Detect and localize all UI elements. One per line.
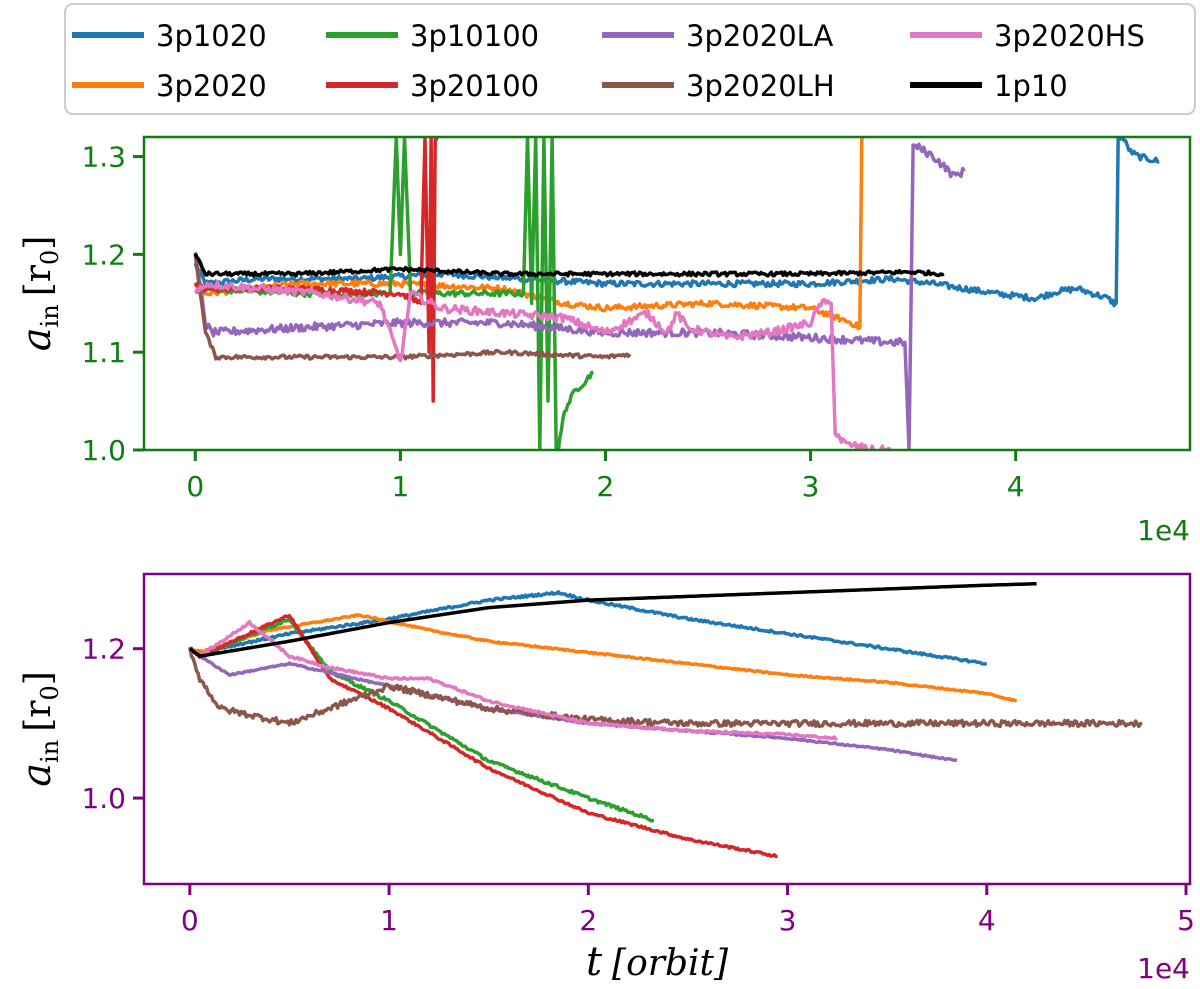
- x-axis-label: t [orbit]: [586, 939, 729, 985]
- legend-entry: 3p2020LH: [602, 69, 835, 103]
- x-tick-label: 3: [779, 904, 797, 937]
- y-tick-label: 1.1: [81, 336, 126, 369]
- series-line-3p2020LH: [193, 254, 632, 361]
- series-line-3p2020HS: [193, 279, 893, 450]
- x-tick-label: 2: [597, 470, 615, 503]
- legend-label: 3p20100: [410, 69, 539, 103]
- legend-label: 3p2020: [156, 69, 267, 103]
- legend-label: 1p10: [994, 69, 1068, 103]
- series-line-1p10: [188, 581, 1037, 658]
- y-axis-subscript: in: [36, 740, 64, 763]
- legend-label: 3p2020HS: [994, 19, 1145, 53]
- plot-frame: [142, 572, 1192, 886]
- legend-entry: 3p1020: [72, 19, 267, 53]
- series-line-3p2020: [188, 613, 1018, 703]
- x-axis-symbol: t: [586, 939, 603, 985]
- legend: 3p1020 3p10100 3p2020LA 3p2020HS 3p2020 3p201…: [64, 3, 1196, 115]
- legend-label: 3p1020: [156, 19, 267, 53]
- x-tick-label: 0: [186, 470, 204, 503]
- y-tick-label: 1.3: [81, 141, 126, 174]
- series-line-3p1020: [193, 137, 1160, 308]
- y-axis-unit-subscript: 0: [36, 685, 64, 700]
- x-tick-label: 4: [1007, 470, 1025, 503]
- legend-entry: 1p10: [910, 69, 1068, 103]
- series-group: [188, 581, 1143, 859]
- y-tick-label: 1.0: [81, 782, 126, 815]
- y-tick-label: 1.0: [81, 434, 126, 467]
- series-line-3p2020LH: [188, 646, 1143, 729]
- y-axis-unit-close: ]: [18, 671, 59, 685]
- legend-entry: 3p2020HS: [910, 19, 1145, 53]
- plot-frame: [142, 135, 1192, 452]
- y-tick-label: 1.2: [81, 238, 126, 271]
- series-line-3p2020HS: [188, 619, 839, 741]
- x-tick-label: 2: [579, 904, 597, 937]
- legend-entry: 3p20100: [326, 69, 539, 103]
- x-offset-label: 1e4: [1137, 952, 1190, 985]
- y-axis-unit: [r: [18, 264, 59, 296]
- legend-label: 3p2020LA: [686, 19, 833, 53]
- series-line-3p10100: [188, 617, 655, 823]
- x-axis-unit: [orbit]: [612, 943, 729, 984]
- x-offset-label: 1e4: [1137, 514, 1190, 547]
- legend-label: 3p2020LH: [686, 69, 835, 103]
- y-axis-unit-subscript: 0: [36, 250, 64, 265]
- series-line-3p20100: [189, 613, 778, 859]
- y-axis-unit: [r: [18, 700, 59, 732]
- y-axis-label: ain [r0]: [14, 236, 64, 352]
- legend-entry: 3p2020LA: [602, 19, 833, 53]
- y-tick-label: 1.2: [81, 633, 126, 666]
- x-tick-label: 4: [978, 904, 996, 937]
- y-axis-symbol: a: [14, 327, 60, 351]
- x-tick-label: 5: [1177, 904, 1195, 937]
- series-line-1p10: [193, 252, 945, 278]
- x-tick-label: 3: [802, 470, 820, 503]
- y-axis-label: ain [r0]: [14, 671, 64, 787]
- x-tick-label: 1: [380, 904, 398, 937]
- series-line-3p2020LA: [193, 142, 966, 450]
- legend-entry: 3p2020: [72, 69, 267, 103]
- series-group: [193, 137, 1160, 450]
- legend-entry: 3p10100: [326, 19, 539, 53]
- series-line-3p10100: [194, 137, 595, 450]
- series-line-3p2020LA: [188, 646, 958, 763]
- y-axis-subscript: in: [36, 304, 64, 327]
- x-tick-label: 0: [181, 904, 199, 937]
- y-axis-unit-close: ]: [18, 236, 59, 250]
- legend-label: 3p10100: [410, 19, 539, 53]
- y-axis-symbol: a: [14, 763, 60, 787]
- x-tick-label: 1: [391, 470, 409, 503]
